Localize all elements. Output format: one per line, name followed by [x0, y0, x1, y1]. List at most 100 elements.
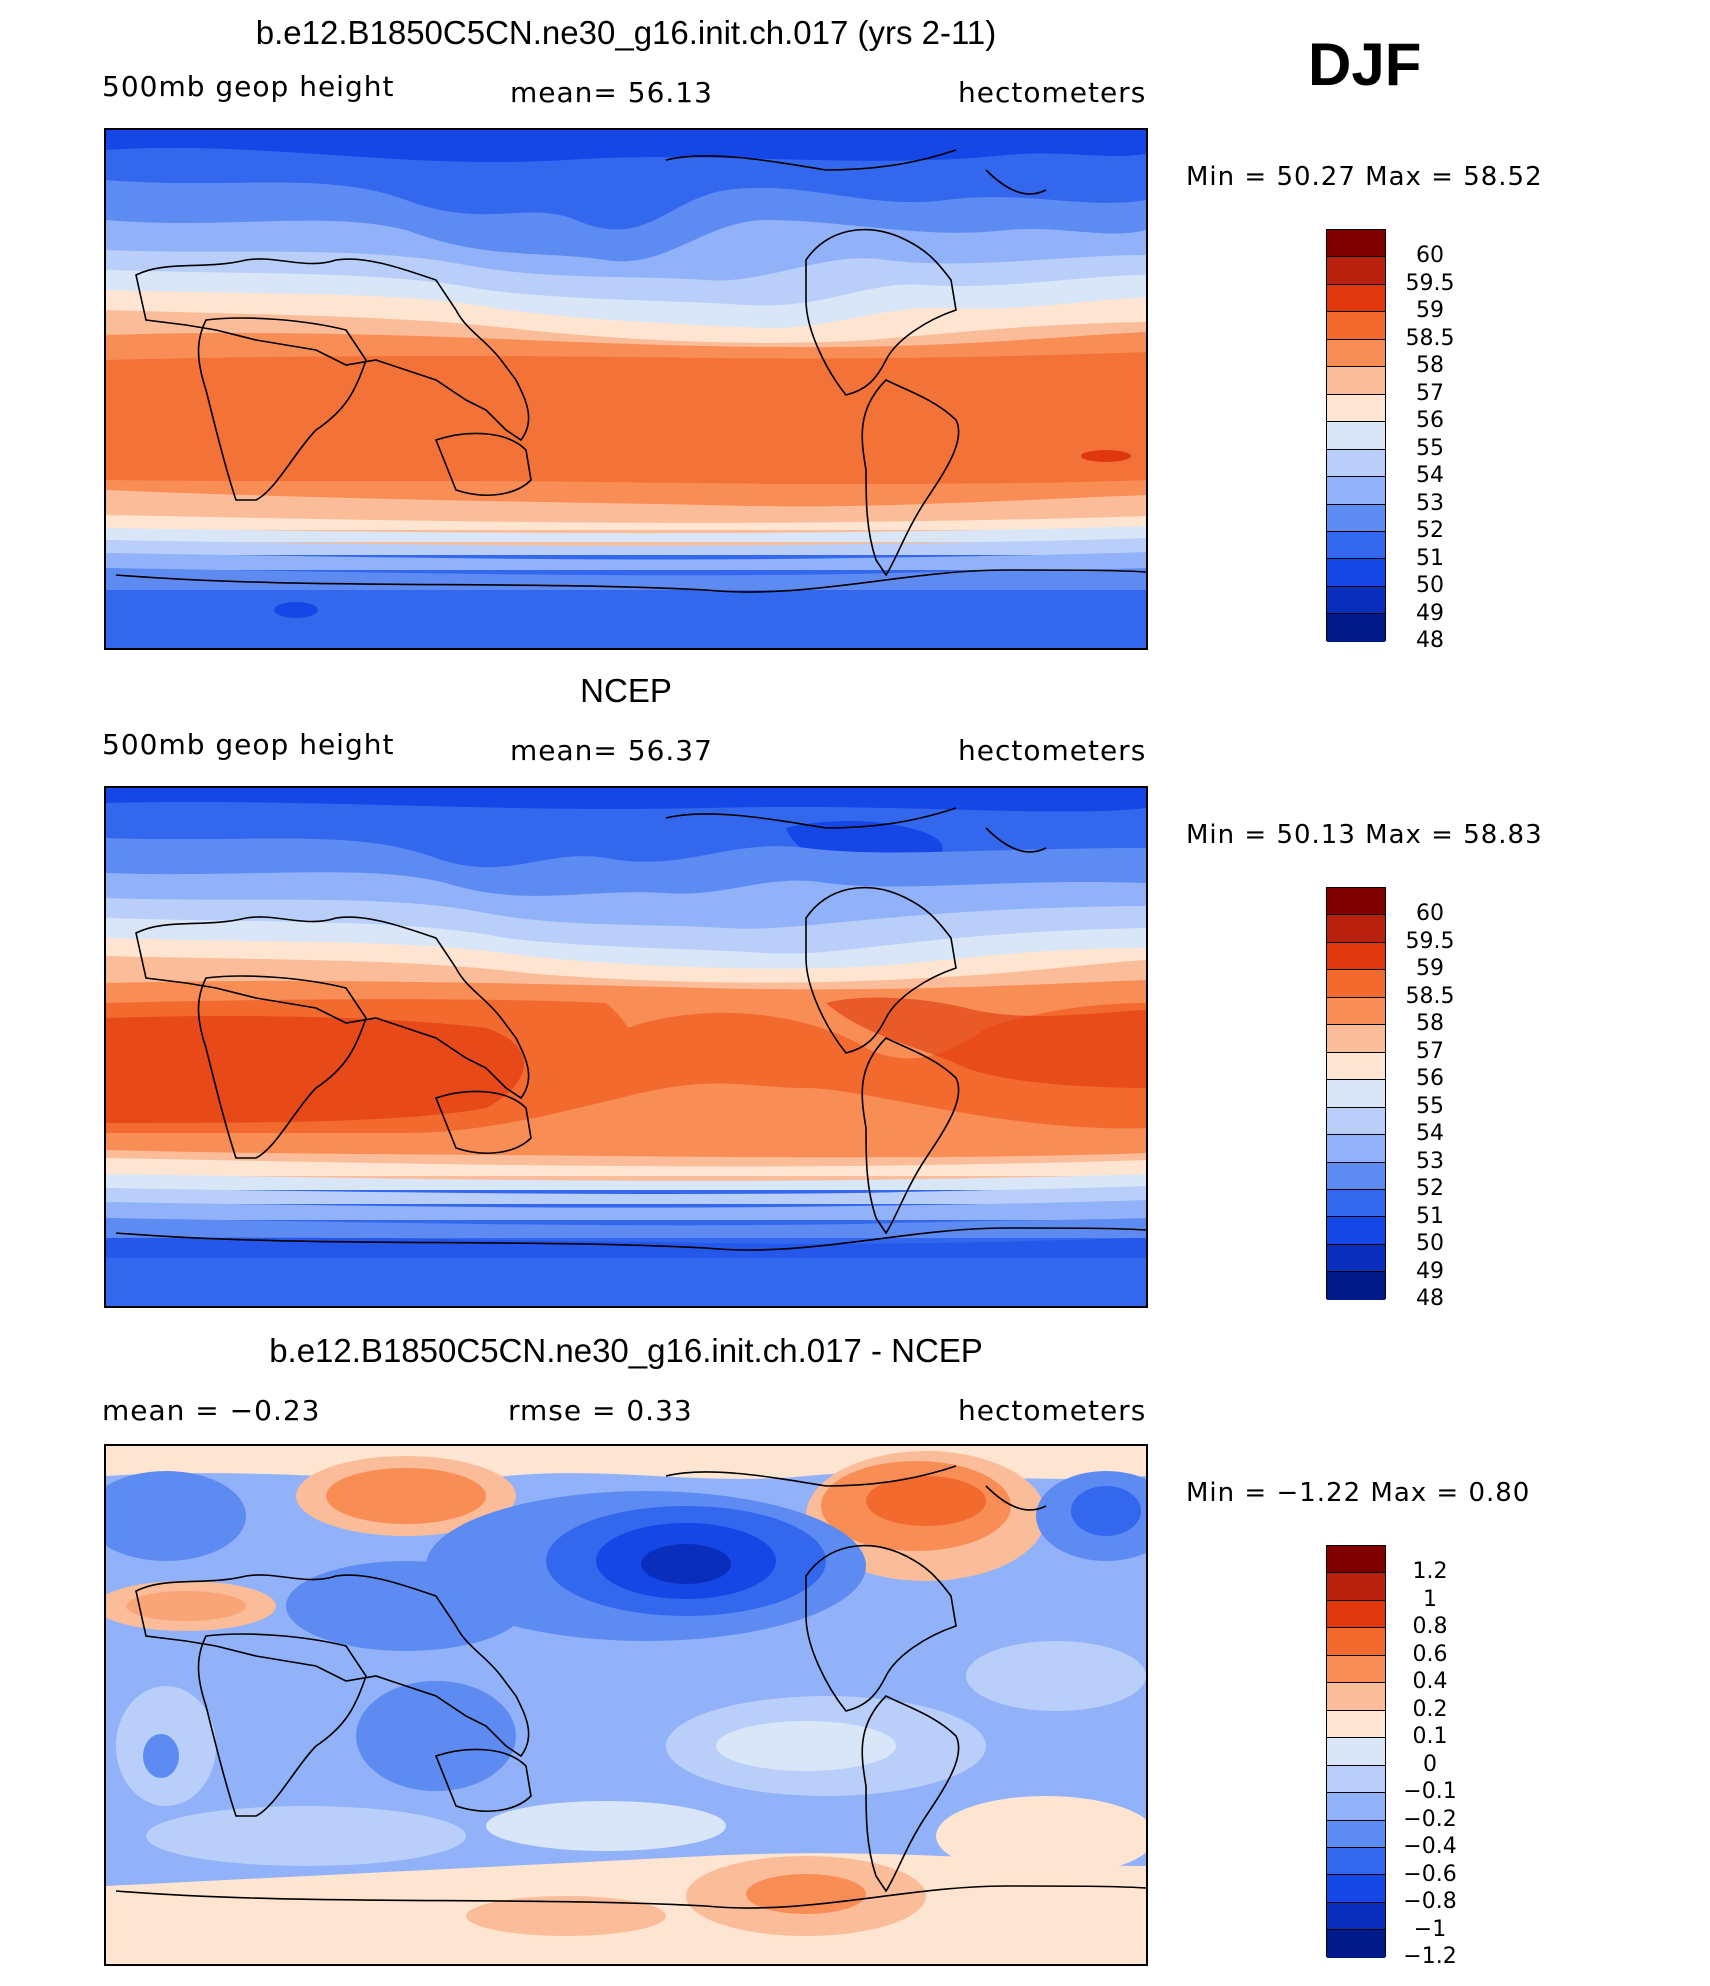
panel-3-difference-map: [104, 1444, 1148, 1966]
colorbar-tick-label: −1.2: [1403, 1944, 1457, 1969]
colorbar-tick-label: 0.8: [1412, 1614, 1448, 1640]
colorbar-swatch: [1327, 559, 1385, 587]
colorbar-swatch: [1327, 312, 1385, 340]
panel-2-ncep-map: [104, 786, 1148, 1308]
colorbar-tick-label: 1.2: [1412, 1559, 1448, 1585]
panel-1-model-map: [104, 128, 1148, 650]
colorbar-swatch: [1327, 997, 1385, 1026]
colorbar-tick-label: 59.5: [1405, 928, 1455, 954]
colorbar-swatch: [1327, 1875, 1385, 1903]
colorbar-tick-label: 0.1: [1412, 1724, 1448, 1750]
colorbar-swatch: [1327, 1546, 1385, 1574]
panel-3-units-label: hectometers: [958, 1394, 1147, 1427]
colorbar-swatch: [1327, 394, 1385, 423]
colorbar-tick-label: 58.5: [1405, 325, 1455, 351]
colorbar-swatch: [1327, 1930, 1385, 1958]
panel-1-mean-label: mean= 56.13: [510, 76, 713, 109]
colorbar-tick-label: −0.2: [1403, 1806, 1457, 1832]
colorbar-swatch: [1327, 1793, 1385, 1821]
colorbar-tick-label: 57: [1416, 380, 1444, 406]
colorbar-swatch: [1327, 1628, 1385, 1656]
colorbar-swatch: [1327, 1573, 1385, 1601]
colorbar-tick-label: 58: [1416, 1011, 1444, 1037]
colorbar-tick-label: −0.4: [1403, 1834, 1457, 1860]
colorbar-tick-label: 58: [1416, 353, 1444, 379]
colorbar-swatch: [1327, 1189, 1385, 1218]
colorbar-tick-label: 59: [1416, 298, 1444, 324]
colorbar-tick-label: 54: [1416, 463, 1444, 489]
panel-3-title: b.e12.B1850C5CN.ne30_g16.init.ch.017 - N…: [269, 1332, 983, 1369]
panel-2-mean-label: mean= 56.37: [510, 734, 713, 767]
colorbar-swatch: [1327, 1135, 1385, 1163]
colorbar-tick-label: −0.6: [1403, 1861, 1457, 1887]
colorbar-tick-label: 60: [1416, 901, 1444, 927]
colorbar-tick-label: 1: [1423, 1586, 1437, 1612]
panel-1-minmax: Min = 50.27 Max = 58.52: [1186, 162, 1543, 192]
colorbar-swatch: [1327, 1244, 1385, 1273]
colorbar-tick-label: 51: [1416, 1203, 1444, 1229]
colorbar-swatch: [1327, 1107, 1385, 1136]
panel-2-colorbar: [1326, 887, 1386, 1300]
panel-1-colorbar: [1326, 229, 1386, 642]
colorbar-swatch: [1327, 257, 1385, 285]
colorbar-swatch: [1327, 422, 1385, 450]
colorbar-tick-label: 52: [1416, 518, 1444, 544]
colorbar-swatch: [1327, 1052, 1385, 1081]
colorbar-swatch: [1327, 1080, 1385, 1108]
colorbar-tick-label: 48: [1416, 1286, 1444, 1311]
colorbar-tick-label: 59: [1416, 956, 1444, 982]
colorbar-swatch: [1327, 1272, 1385, 1300]
colorbar-tick-label: 59.5: [1405, 270, 1455, 296]
colorbar-swatch: [1327, 230, 1385, 258]
colorbar-tick-label: 0.6: [1412, 1641, 1448, 1667]
panel-2-variable-label: 500mb geop height: [102, 728, 395, 761]
colorbar-swatch: [1327, 970, 1385, 998]
colorbar-tick-label: −1: [1413, 1916, 1447, 1942]
colorbar-swatch: [1327, 1820, 1385, 1848]
colorbar-swatch: [1327, 1710, 1385, 1739]
panel-1-variable-label: 500mb geop height: [102, 70, 395, 103]
panel-2-units-label: hectometers: [958, 734, 1147, 767]
colorbar-swatch: [1327, 1847, 1385, 1876]
colorbar-swatch: [1327, 1765, 1385, 1794]
colorbar-tick-label: 57: [1416, 1038, 1444, 1064]
colorbar-tick-label: 49: [1416, 600, 1444, 626]
panel-2-title: NCEP: [580, 672, 672, 709]
colorbar-tick-label: 52: [1416, 1176, 1444, 1202]
colorbar-tick-label: 56: [1416, 408, 1444, 434]
colorbar-tick-label: 50: [1416, 573, 1444, 599]
colorbar-tick-label: 56: [1416, 1066, 1444, 1092]
colorbar-tick-label: 0: [1423, 1751, 1437, 1777]
colorbar-swatch: [1327, 942, 1385, 971]
colorbar-swatch: [1327, 614, 1385, 642]
colorbar-swatch: [1327, 477, 1385, 505]
colorbar-swatch: [1327, 1217, 1385, 1245]
colorbar-swatch: [1327, 284, 1385, 313]
panel-3-minmax: Min = −1.22 Max = 0.80: [1186, 1478, 1531, 1508]
colorbar-tick-label: 50: [1416, 1231, 1444, 1257]
colorbar-swatch: [1327, 449, 1385, 478]
colorbar-tick-label: 48: [1416, 628, 1444, 653]
colorbar-swatch: [1327, 1683, 1385, 1711]
colorbar-swatch: [1327, 1655, 1385, 1684]
colorbar-tick-label: −0.8: [1403, 1889, 1457, 1915]
panel-3-colorbar: [1326, 1545, 1386, 1958]
colorbar-tick-label: 51: [1416, 545, 1444, 571]
panel-1-title: b.e12.B1850C5CN.ne30_g16.init.ch.017 (yr…: [255, 14, 997, 51]
colorbar-swatch: [1327, 1025, 1385, 1053]
colorbar-swatch: [1327, 1902, 1385, 1931]
colorbar-swatch: [1327, 586, 1385, 615]
colorbar-swatch: [1327, 915, 1385, 943]
colorbar-tick-label: 55: [1416, 1093, 1444, 1119]
colorbar-tick-label: 0.4: [1412, 1669, 1448, 1695]
colorbar-swatch: [1327, 888, 1385, 916]
colorbar-tick-label: 53: [1416, 490, 1444, 516]
colorbar-swatch: [1327, 1600, 1385, 1629]
colorbar-tick-label: 53: [1416, 1148, 1444, 1174]
colorbar-tick-label: 49: [1416, 1258, 1444, 1284]
colorbar-tick-label: 55: [1416, 435, 1444, 461]
colorbar-tick-label: 0.2: [1412, 1696, 1448, 1722]
colorbar-swatch: [1327, 531, 1385, 560]
colorbar-tick-label: 60: [1416, 243, 1444, 269]
colorbar-swatch: [1327, 1738, 1385, 1766]
